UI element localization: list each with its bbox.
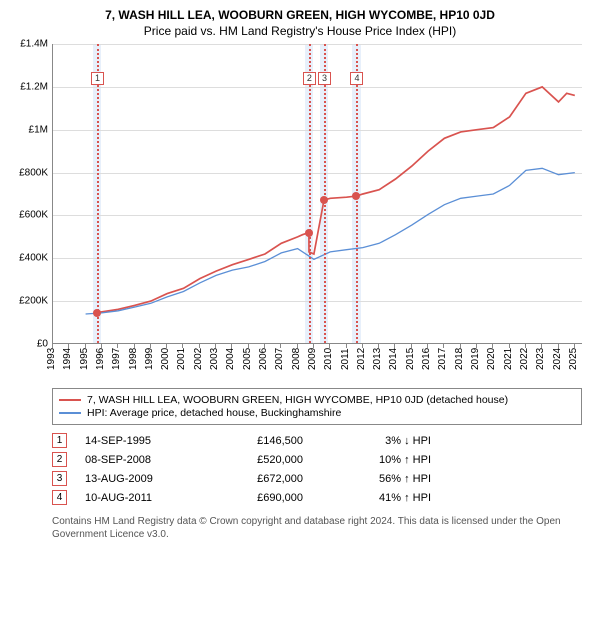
sales-row-index: 4 — [52, 490, 67, 505]
x-tick-label: 2025 — [568, 348, 579, 370]
x-tick-label: 2023 — [535, 348, 546, 370]
y-axis: £0£200K£400K£600K£800K£1M£1.2M£1.4M — [10, 44, 52, 344]
sales-row: 1 14-SEP-1995 £146,500 3% ↓ HPI — [52, 431, 582, 450]
sales-row-date: 10-AUG-2011 — [85, 492, 195, 504]
x-tick-label: 2015 — [405, 348, 416, 370]
x-tick-label: 1997 — [111, 348, 122, 370]
y-tick-label: £200K — [19, 296, 48, 307]
x-tick-label: 2003 — [209, 348, 220, 370]
sale-point — [352, 192, 360, 200]
x-tick-label: 2012 — [356, 348, 367, 370]
sales-row-pct: 56% ↑ HPI — [321, 473, 431, 485]
sales-row-date: 13-AUG-2009 — [85, 473, 195, 485]
sale-marker-box: 1 — [91, 72, 104, 85]
sale-point — [320, 196, 328, 204]
sales-row-index: 1 — [52, 433, 67, 448]
x-tick-label: 2004 — [225, 348, 236, 370]
legend: 7, WASH HILL LEA, WOOBURN GREEN, HIGH WY… — [52, 388, 582, 425]
x-tick-label: 2010 — [323, 348, 334, 370]
y-tick-label: £800K — [19, 167, 48, 178]
legend-item: HPI: Average price, detached house, Buck… — [59, 407, 575, 419]
x-axis: 1993199419951996199719981999200020012002… — [52, 344, 582, 384]
y-tick-label: £1.4M — [20, 39, 48, 50]
x-tick-label: 2006 — [258, 348, 269, 370]
x-tick-label: 2011 — [340, 348, 351, 370]
sales-row-index: 3 — [52, 471, 67, 486]
chart-container: 7, WASH HILL LEA, WOOBURN GREEN, HIGH WY… — [0, 0, 600, 549]
chart-subtitle: Price paid vs. HM Land Registry's House … — [10, 24, 590, 38]
legend-swatch — [59, 399, 81, 401]
sale-marker-box: 3 — [318, 72, 331, 85]
sale-dash — [309, 44, 311, 343]
sale-point — [93, 309, 101, 317]
x-tick-label: 1999 — [144, 348, 155, 370]
x-tick-label: 2002 — [193, 348, 204, 370]
sales-row-price: £146,500 — [213, 435, 303, 447]
sales-row-index: 2 — [52, 452, 67, 467]
series-property — [97, 87, 575, 313]
sale-marker-box: 4 — [350, 72, 363, 85]
x-tick-label: 1995 — [79, 348, 90, 370]
sale-marker-box: 2 — [303, 72, 316, 85]
x-tick-label: 2020 — [486, 348, 497, 370]
y-tick-label: £400K — [19, 253, 48, 264]
series-hpi — [86, 168, 575, 314]
x-tick-label: 1994 — [62, 348, 73, 370]
x-tick-label: 2005 — [242, 348, 253, 370]
x-tick-label: 2001 — [176, 348, 187, 370]
x-tick-label: 1993 — [46, 348, 57, 370]
sales-row-date: 08-SEP-2008 — [85, 454, 195, 466]
x-tick-label: 2008 — [291, 348, 302, 370]
sales-row: 3 13-AUG-2009 £672,000 56% ↑ HPI — [52, 469, 582, 488]
sale-point — [305, 229, 313, 237]
sales-row: 4 10-AUG-2011 £690,000 41% ↑ HPI — [52, 488, 582, 507]
chart-area: £0£200K£400K£600K£800K£1M£1.2M£1.4M 1234… — [10, 44, 590, 384]
x-tick-label: 1996 — [95, 348, 106, 370]
legend-label: HPI: Average price, detached house, Buck… — [87, 407, 341, 419]
x-tick-label: 2013 — [372, 348, 383, 370]
x-tick-label: 2019 — [470, 348, 481, 370]
x-tick-label: 2022 — [519, 348, 530, 370]
x-tick-label: 2000 — [160, 348, 171, 370]
x-tick-label: 2024 — [552, 348, 563, 370]
sales-row: 2 08-SEP-2008 £520,000 10% ↑ HPI — [52, 450, 582, 469]
y-tick-label: £600K — [19, 210, 48, 221]
x-tick-label: 2018 — [454, 348, 465, 370]
y-tick-label: £1.2M — [20, 81, 48, 92]
y-tick-label: £1M — [29, 124, 48, 135]
x-tick-label: 2016 — [421, 348, 432, 370]
x-tick-label: 2007 — [274, 348, 285, 370]
sales-row-price: £520,000 — [213, 454, 303, 466]
sales-row-pct: 41% ↑ HPI — [321, 492, 431, 504]
x-tick-label: 1998 — [128, 348, 139, 370]
chart-title: 7, WASH HILL LEA, WOOBURN GREEN, HIGH WY… — [10, 8, 590, 22]
sales-row-price: £690,000 — [213, 492, 303, 504]
sale-dash — [324, 44, 326, 343]
line-layer — [53, 44, 583, 344]
sales-row-date: 14-SEP-1995 — [85, 435, 195, 447]
sale-dash — [97, 44, 99, 343]
legend-swatch — [59, 412, 81, 414]
x-tick-label: 2009 — [307, 348, 318, 370]
footer-text: Contains HM Land Registry data © Crown c… — [52, 515, 582, 541]
x-tick-label: 2017 — [437, 348, 448, 370]
sales-table: 1 14-SEP-1995 £146,500 3% ↓ HPI 2 08-SEP-2008… — [52, 431, 582, 507]
x-tick-label: 2014 — [388, 348, 399, 370]
x-tick-label: 2021 — [503, 348, 514, 370]
sales-row-pct: 3% ↓ HPI — [321, 435, 431, 447]
sales-row-price: £672,000 — [213, 473, 303, 485]
sales-row-pct: 10% ↑ HPI — [321, 454, 431, 466]
legend-label: 7, WASH HILL LEA, WOOBURN GREEN, HIGH WY… — [87, 394, 508, 406]
legend-item: 7, WASH HILL LEA, WOOBURN GREEN, HIGH WY… — [59, 394, 575, 406]
plot-area: 1 23 4 — [52, 44, 582, 344]
